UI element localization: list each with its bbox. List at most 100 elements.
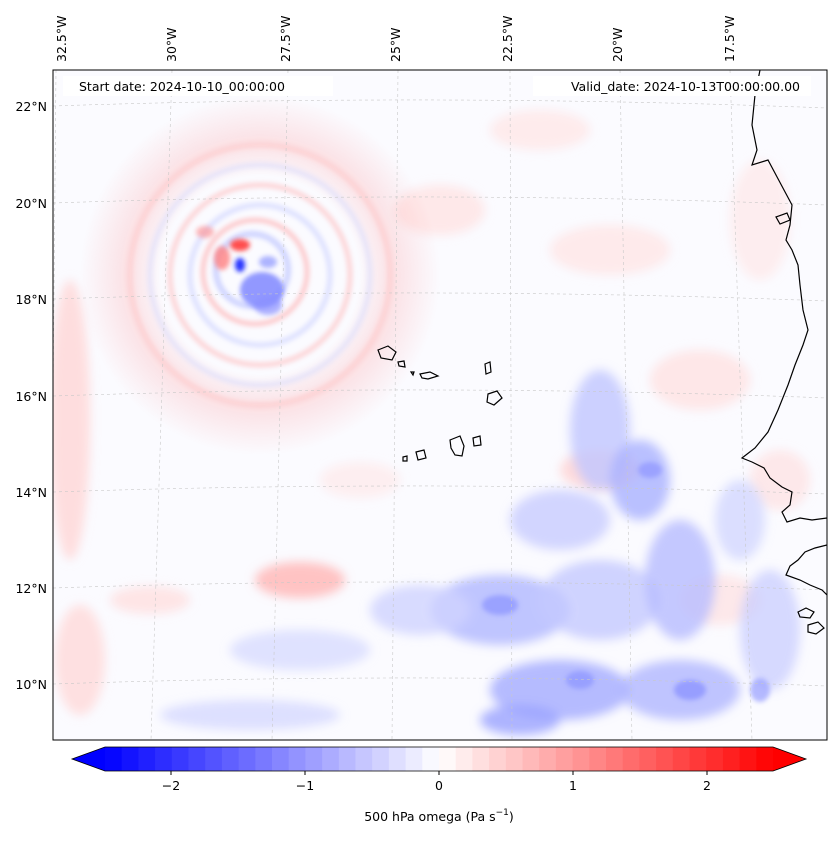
colorbar-segment: [221, 747, 240, 771]
lat-label: 10°N: [15, 677, 47, 692]
omega-patch: [147, 162, 373, 388]
island-sao-vicente: [397, 360, 406, 368]
longitude-labels: 32.5°W 30°W 27.5°W 25°W 22.5°W 20°W 17.5…: [54, 16, 737, 62]
omega-patch: [255, 562, 345, 598]
island-santo-antao: [377, 345, 397, 361]
colorbar-segment: [606, 747, 624, 771]
africa-coast: [740, 70, 827, 523]
omega-patch: [674, 680, 706, 700]
colorbar-segment: [756, 747, 774, 771]
lon-label: 20°W: [610, 27, 625, 62]
colorbar-segment: [355, 747, 373, 771]
colorbar-segment: [439, 747, 457, 771]
colorbar-segment: [288, 747, 306, 771]
omega-patch: [730, 160, 790, 280]
meridian-20w: [619, 70, 633, 740]
negative-omega-cores: [482, 462, 770, 702]
colorbar-tick-label: 1: [569, 778, 577, 793]
colorbar-segment: [105, 747, 123, 771]
colorbar-segment: [672, 747, 691, 771]
colorbar-segment: [489, 747, 507, 771]
lat-label: 14°N: [15, 485, 47, 500]
colorbar-segments: [105, 747, 774, 771]
colorbar-segment: [272, 747, 290, 771]
island-santiago: [449, 435, 465, 457]
omega-patch: [550, 225, 670, 275]
island-bijagos: [807, 621, 825, 635]
omega-patch: [540, 560, 660, 640]
lon-label: 22.5°W: [500, 16, 515, 62]
colorbar-segment: [455, 747, 473, 771]
parallel-18n: [53, 292, 827, 302]
omega-patch: [740, 570, 800, 690]
lat-label: 16°N: [15, 389, 47, 404]
lat-label: 18°N: [15, 292, 47, 307]
valid-date-box: [533, 76, 811, 96]
colorbar-segment: [322, 747, 340, 771]
lon-label: 30°W: [164, 27, 179, 62]
lon-label: 27.5°W: [278, 16, 293, 62]
colorbar-tick-label: −2: [162, 778, 180, 793]
omega-patch: [214, 246, 230, 270]
lon-label: 17.5°W: [722, 16, 737, 62]
colorbar-segment: [205, 747, 223, 771]
omega-patch: [750, 678, 770, 702]
africa-coast: [785, 544, 827, 596]
parallel-16n: [53, 389, 827, 399]
island-maio: [472, 435, 482, 447]
omega-patch: [259, 256, 277, 268]
omega-patch: [490, 110, 590, 150]
colorbar-min-extend: [72, 747, 105, 771]
colorbar-segment: [722, 747, 741, 771]
colorbar-segment: [472, 747, 490, 771]
omega-patch: [187, 202, 333, 348]
colorbar-segment: [555, 747, 574, 771]
colorbar-segment: [522, 747, 540, 771]
meridian-22.5w: [509, 70, 513, 740]
colorbar-segment: [589, 747, 607, 771]
colorbar-segment: [255, 747, 273, 771]
omega-patch: [482, 595, 518, 615]
parallel-14n: [53, 485, 827, 495]
island-bijagos: [797, 607, 815, 619]
colorbar-segment: [739, 747, 757, 771]
omega-patch: [715, 480, 765, 560]
omega-patch: [167, 182, 353, 368]
omega-patch: [235, 258, 245, 272]
omega-patch: [196, 226, 214, 238]
latitude-labels: 22°N 20°N 18°N 16°N 14°N 12°N 10°N: [15, 99, 47, 692]
omega-patch: [645, 520, 715, 640]
colorbar-segment: [121, 747, 139, 771]
island-sal: [484, 361, 492, 375]
colorbar-title-main: 500 hPa omega (Pa s: [364, 809, 495, 824]
parallel-12n: [53, 581, 827, 591]
island-fogo: [415, 449, 427, 461]
parallel-22n: [53, 99, 827, 109]
omega-patch: [320, 462, 400, 498]
colorbar-title: 500 hPa omega (Pa s−1): [364, 808, 514, 824]
colorbar-segment: [388, 747, 407, 771]
colorbar-tick-label: 2: [703, 778, 711, 793]
colorbar-segment: [238, 747, 256, 771]
colorbar-title-end: ): [509, 809, 514, 824]
colorbar-segment: [188, 747, 206, 771]
omega-patch: [638, 462, 662, 478]
graticule: [53, 70, 827, 740]
lon-label: 25°W: [388, 27, 403, 62]
omega-patch: [566, 671, 594, 689]
colorbar-segment: [706, 747, 724, 771]
colorbar-segment: [689, 747, 707, 771]
colorbar-tick-label: 0: [435, 778, 443, 793]
colorbar-segment: [305, 747, 323, 771]
island-sao-nicolau: [419, 371, 440, 380]
colorbar-segment: [572, 747, 590, 771]
omega-patch: [490, 660, 630, 720]
omega-patch: [610, 440, 670, 520]
omega-patch: [254, 295, 282, 315]
parallel-20n: [53, 196, 827, 206]
colorbar-segment: [422, 747, 440, 771]
storm-rings: [80, 95, 440, 455]
omega-field: [53, 95, 810, 735]
